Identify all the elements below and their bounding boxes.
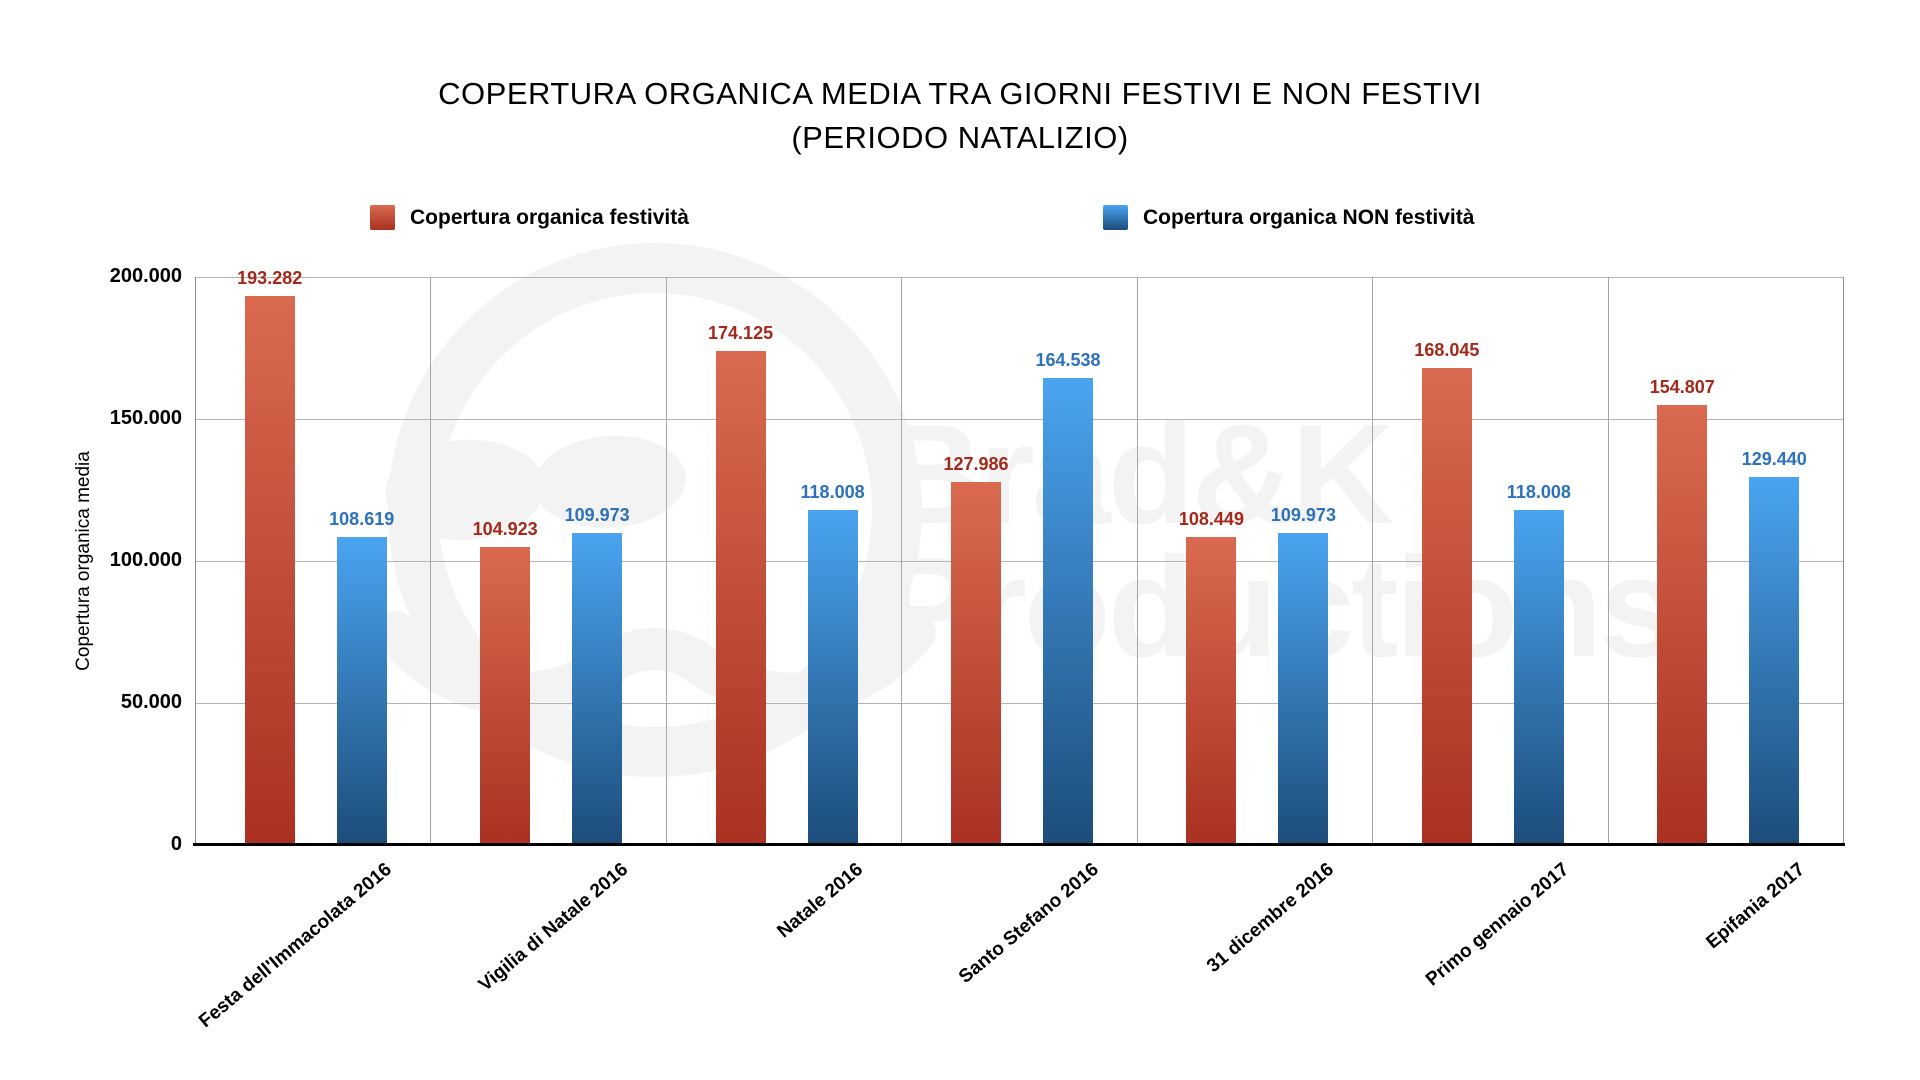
gridline-vertical [1136,277,1138,845]
bar-festivita: 127.986 [943,454,1009,845]
bar-festivita: 193.282 [237,268,302,845]
bar-value-label: 129.440 [1741,449,1807,470]
chart-title-line2: (PERIODO NATALIZIO) [791,120,1129,155]
gridline-horizontal [195,703,1843,704]
bar-value-label: 127.986 [943,453,1009,474]
gridline-horizontal [195,419,1843,420]
bar-festivita: 154.807 [1650,377,1715,845]
gridline-vertical [665,277,667,845]
x-axis-label: Primo gennaio 2017 [1422,859,1574,991]
chart-title: COPERTURA ORGANICA MEDIA TRA GIORNI FEST… [0,72,1920,160]
gridline-vertical [1607,277,1609,845]
bar-value-label: 104.923 [472,519,538,540]
y-axis-tick: 50.000 [120,691,182,713]
bar-festivita: 104.923 [473,519,538,845]
chart-title-line1: COPERTURA ORGANICA MEDIA TRA GIORNI FEST… [438,76,1482,111]
bar-value-label: 109.973 [564,504,630,525]
gridline-horizontal [195,561,1843,562]
gridline-vertical [430,277,432,845]
bar-value-label: 118.008 [800,481,865,502]
x-axis-label: Epifania 2017 [1702,859,1809,954]
bar-value-label: 193.282 [237,268,303,289]
x-axis-label: Natale 2016 [773,859,868,943]
legend-swatch-non-festivita [1103,205,1128,230]
x-axis-baseline [193,843,1845,846]
bar-festivita: 174.125 [708,323,773,845]
legend-label-festivita: Copertura organica festività [410,205,689,229]
gridline-vertical [1372,277,1374,845]
legend-swatch-festivita [370,205,395,230]
x-axis-label: Vigilia di Natale 2016 [474,859,632,996]
x-axis-label: Santo Stefano 2016 [954,859,1103,988]
y-axis-tick: 0 [170,833,182,855]
bar-non-festivita: 118.008 [801,482,865,845]
bar-non-festivita: 109.973 [1271,505,1336,845]
bar-non-festivita: 109.973 [565,505,630,845]
gridline-vertical [901,277,903,845]
y-axis-tick: 100.000 [109,549,182,571]
bar-value-label: 109.973 [1270,504,1336,525]
legend-label-non-festivita: Copertura organica NON festività [1143,205,1475,229]
legend-item-non-festivita: Copertura organica NON festività [1103,205,1474,230]
bar-non-festivita: 129.440 [1742,449,1807,845]
bar-value-label: 164.538 [1035,349,1101,370]
y-axis-tick: 150.000 [109,407,182,429]
legend-item-festivita: Copertura organica festività [370,205,689,230]
plot-border-vertical [1843,277,1844,845]
bar-value-label: 168.045 [1414,339,1480,360]
y-axis-tick: 200.000 [109,265,182,287]
bar-non-festivita: 118.008 [1507,482,1571,845]
bar-value-label: 108.619 [329,508,395,529]
bar-festivita: 168.045 [1414,340,1479,845]
gridline-horizontal [195,277,1843,278]
x-axis-label: Festa dell'Immacolata 2016 [195,859,397,1033]
bar-value-label: 174.125 [708,322,774,343]
bar-value-label: 118.008 [1506,481,1571,502]
bar-value-label: 154.807 [1649,377,1715,398]
plot-border-vertical [195,277,196,845]
plot-area: 193.282 104.923 174.125 127.986 108.449 168.0… [193,268,1845,846]
x-axis-label: 31 dicembre 2016 [1203,859,1338,977]
bar-non-festivita: 108.619 [329,509,394,845]
bar-festivita: 108.449 [1179,509,1244,845]
bar-non-festivita: 164.538 [1035,350,1101,845]
bar-value-label: 108.449 [1178,509,1244,530]
